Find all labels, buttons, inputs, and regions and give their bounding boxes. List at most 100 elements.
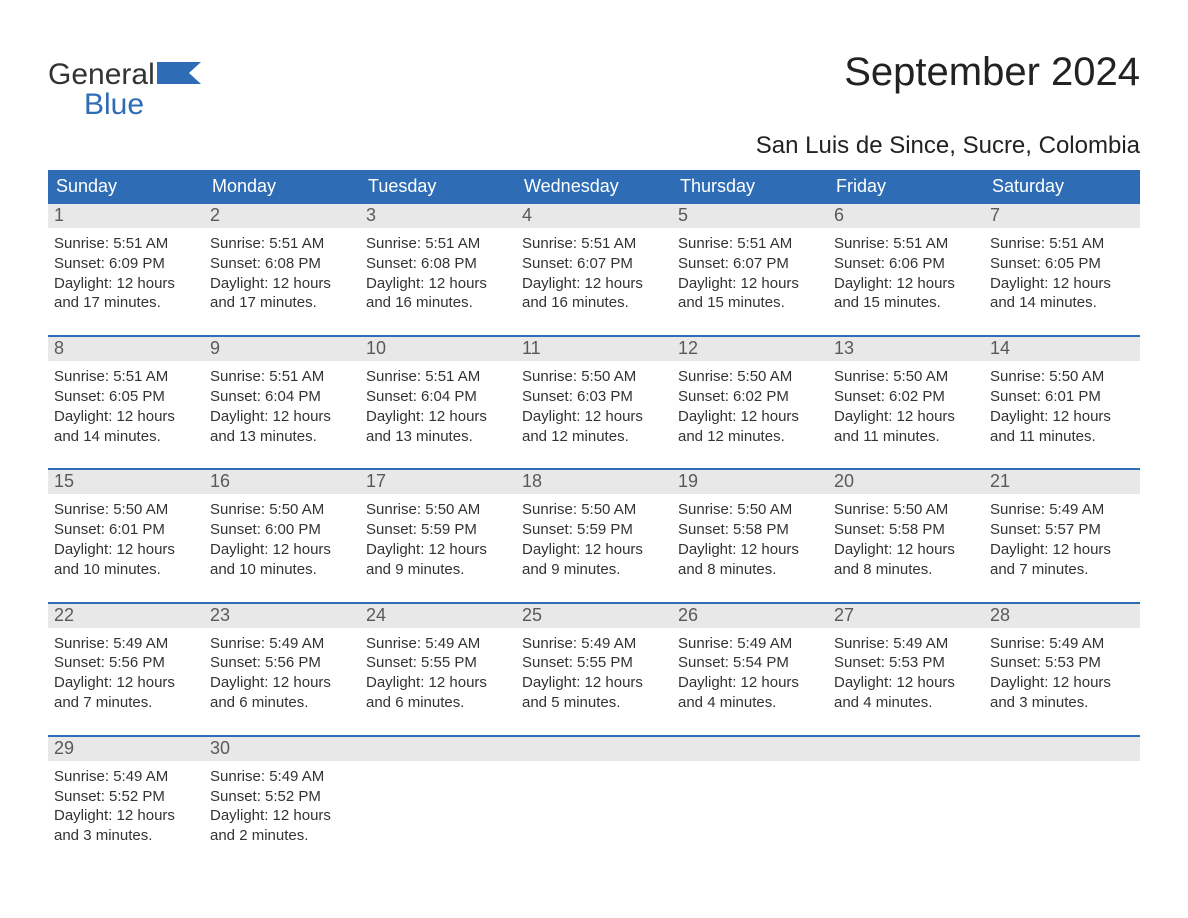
daylight-line2: and 13 minutes. — [210, 427, 356, 447]
daylight-line2: and 15 minutes. — [834, 293, 980, 313]
day-number: 7 — [984, 204, 1140, 228]
day-number: 24 — [360, 604, 516, 628]
daylight-line2: and 11 minutes. — [834, 427, 980, 447]
sunset: Sunset: 6:02 PM — [834, 387, 980, 407]
daylight-line1: Daylight: 12 hours — [678, 274, 824, 294]
day-number — [828, 737, 984, 761]
sunrise: Sunrise: 5:50 AM — [522, 500, 668, 520]
sunrise: Sunrise: 5:50 AM — [210, 500, 356, 520]
day-number: 18 — [516, 470, 672, 494]
sunrise: Sunrise: 5:49 AM — [522, 634, 668, 654]
calendar-day: 28Sunrise: 5:49 AMSunset: 5:53 PMDayligh… — [984, 604, 1140, 717]
day-details: Sunrise: 5:51 AMSunset: 6:08 PMDaylight:… — [204, 228, 360, 317]
sunset: Sunset: 6:04 PM — [210, 387, 356, 407]
calendar-week: 22Sunrise: 5:49 AMSunset: 5:56 PMDayligh… — [48, 602, 1140, 717]
sunset: Sunset: 6:03 PM — [522, 387, 668, 407]
day-number — [672, 737, 828, 761]
day-number: 10 — [360, 337, 516, 361]
day-details: Sunrise: 5:49 AMSunset: 5:57 PMDaylight:… — [984, 494, 1140, 583]
calendar-day: 7Sunrise: 5:51 AMSunset: 6:05 PMDaylight… — [984, 204, 1140, 317]
sunrise: Sunrise: 5:50 AM — [990, 367, 1136, 387]
sunrise: Sunrise: 5:51 AM — [522, 234, 668, 254]
daylight-line2: and 9 minutes. — [522, 560, 668, 580]
daylight-line2: and 4 minutes. — [834, 693, 980, 713]
day-number: 2 — [204, 204, 360, 228]
sunset: Sunset: 5:53 PM — [990, 653, 1136, 673]
sunset: Sunset: 5:59 PM — [522, 520, 668, 540]
daylight-line1: Daylight: 12 hours — [990, 274, 1136, 294]
daylight-line1: Daylight: 12 hours — [210, 806, 356, 826]
calendar-day: 14Sunrise: 5:50 AMSunset: 6:01 PMDayligh… — [984, 337, 1140, 450]
day-details: Sunrise: 5:50 AMSunset: 6:02 PMDaylight:… — [828, 361, 984, 450]
calendar-day — [828, 737, 984, 850]
daylight-line2: and 6 minutes. — [210, 693, 356, 713]
day-details: Sunrise: 5:50 AMSunset: 5:59 PMDaylight:… — [516, 494, 672, 583]
calendar-week: 1Sunrise: 5:51 AMSunset: 6:09 PMDaylight… — [48, 204, 1140, 317]
day-details: Sunrise: 5:49 AMSunset: 5:56 PMDaylight:… — [48, 628, 204, 717]
weekday-label: Sunday — [48, 170, 204, 204]
sunset: Sunset: 5:55 PM — [366, 653, 512, 673]
sunrise: Sunrise: 5:51 AM — [54, 234, 200, 254]
daylight-line2: and 8 minutes. — [834, 560, 980, 580]
daylight-line2: and 14 minutes. — [990, 293, 1136, 313]
weekday-label: Monday — [204, 170, 360, 204]
calendar-week: 15Sunrise: 5:50 AMSunset: 6:01 PMDayligh… — [48, 468, 1140, 583]
daylight-line2: and 3 minutes. — [990, 693, 1136, 713]
calendar-day: 17Sunrise: 5:50 AMSunset: 5:59 PMDayligh… — [360, 470, 516, 583]
sunset: Sunset: 6:01 PM — [54, 520, 200, 540]
sunset: Sunset: 5:59 PM — [366, 520, 512, 540]
sunrise: Sunrise: 5:50 AM — [678, 500, 824, 520]
sunset: Sunset: 6:00 PM — [210, 520, 356, 540]
sunrise: Sunrise: 5:50 AM — [678, 367, 824, 387]
sunrise: Sunrise: 5:49 AM — [54, 767, 200, 787]
sunset: Sunset: 6:09 PM — [54, 254, 200, 274]
day-number: 3 — [360, 204, 516, 228]
sunrise: Sunrise: 5:51 AM — [678, 234, 824, 254]
sunrise: Sunrise: 5:51 AM — [366, 234, 512, 254]
daylight-line2: and 12 minutes. — [678, 427, 824, 447]
day-number: 5 — [672, 204, 828, 228]
day-number: 11 — [516, 337, 672, 361]
location: San Luis de Since, Sucre, Colombia — [48, 132, 1140, 160]
day-number: 26 — [672, 604, 828, 628]
calendar-day: 9Sunrise: 5:51 AMSunset: 6:04 PMDaylight… — [204, 337, 360, 450]
sunset: Sunset: 6:07 PM — [522, 254, 668, 274]
sunrise: Sunrise: 5:50 AM — [366, 500, 512, 520]
weekday-label: Saturday — [984, 170, 1140, 204]
sunset: Sunset: 6:01 PM — [990, 387, 1136, 407]
sunrise: Sunrise: 5:49 AM — [210, 634, 356, 654]
day-number: 6 — [828, 204, 984, 228]
calendar-day: 2Sunrise: 5:51 AMSunset: 6:08 PMDaylight… — [204, 204, 360, 317]
calendar-day: 11Sunrise: 5:50 AMSunset: 6:03 PMDayligh… — [516, 337, 672, 450]
daylight-line1: Daylight: 12 hours — [54, 274, 200, 294]
calendar-day: 30Sunrise: 5:49 AMSunset: 5:52 PMDayligh… — [204, 737, 360, 850]
day-details: Sunrise: 5:49 AMSunset: 5:52 PMDaylight:… — [48, 761, 204, 850]
daylight-line1: Daylight: 12 hours — [210, 274, 356, 294]
day-number: 25 — [516, 604, 672, 628]
calendar-day — [360, 737, 516, 850]
sunset: Sunset: 6:05 PM — [54, 387, 200, 407]
sunset: Sunset: 5:56 PM — [210, 653, 356, 673]
sunset: Sunset: 5:54 PM — [678, 653, 824, 673]
day-details: Sunrise: 5:50 AMSunset: 6:01 PMDaylight:… — [48, 494, 204, 583]
calendar-day: 15Sunrise: 5:50 AMSunset: 6:01 PMDayligh… — [48, 470, 204, 583]
calendar-day: 12Sunrise: 5:50 AMSunset: 6:02 PMDayligh… — [672, 337, 828, 450]
calendar-day: 20Sunrise: 5:50 AMSunset: 5:58 PMDayligh… — [828, 470, 984, 583]
title-block: September 2024 — [844, 50, 1140, 95]
sunset: Sunset: 5:53 PM — [834, 653, 980, 673]
calendar-day: 19Sunrise: 5:50 AMSunset: 5:58 PMDayligh… — [672, 470, 828, 583]
sunrise: Sunrise: 5:50 AM — [834, 500, 980, 520]
calendar-day: 4Sunrise: 5:51 AMSunset: 6:07 PMDaylight… — [516, 204, 672, 317]
daylight-line1: Daylight: 12 hours — [54, 540, 200, 560]
daylight-line2: and 15 minutes. — [678, 293, 824, 313]
calendar-day: 10Sunrise: 5:51 AMSunset: 6:04 PMDayligh… — [360, 337, 516, 450]
day-number: 15 — [48, 470, 204, 494]
sunrise: Sunrise: 5:50 AM — [54, 500, 200, 520]
daylight-line1: Daylight: 12 hours — [210, 673, 356, 693]
daylight-line2: and 8 minutes. — [678, 560, 824, 580]
day-details: Sunrise: 5:49 AMSunset: 5:56 PMDaylight:… — [204, 628, 360, 717]
sunrise: Sunrise: 5:49 AM — [210, 767, 356, 787]
daylight-line2: and 9 minutes. — [366, 560, 512, 580]
calendar-day: 29Sunrise: 5:49 AMSunset: 5:52 PMDayligh… — [48, 737, 204, 850]
daylight-line2: and 11 minutes. — [990, 427, 1136, 447]
